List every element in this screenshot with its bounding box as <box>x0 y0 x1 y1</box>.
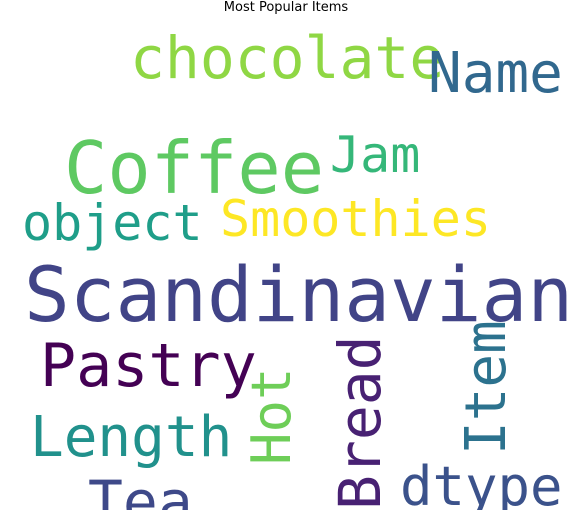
word-length: Length <box>30 405 232 470</box>
word-name: Name <box>428 41 563 106</box>
word-jam: Jam <box>330 126 420 184</box>
word-bread: Bread <box>326 335 394 510</box>
chart-title: Most Popular Items <box>223 0 349 15</box>
word-chocolate: chocolate <box>130 24 444 92</box>
word-tea: Tea <box>88 468 193 510</box>
word-object: object <box>22 194 203 252</box>
word-coffee: Coffee <box>64 126 324 210</box>
word-dtype: dtype <box>400 455 563 510</box>
word-smoothies: Smoothies <box>220 190 491 248</box>
word-item: Item <box>454 320 519 455</box>
word-scandinavian: Scandinavian <box>24 250 572 339</box>
word-pastry: Pastry <box>40 331 257 401</box>
word-hot: Hot <box>240 367 303 465</box>
